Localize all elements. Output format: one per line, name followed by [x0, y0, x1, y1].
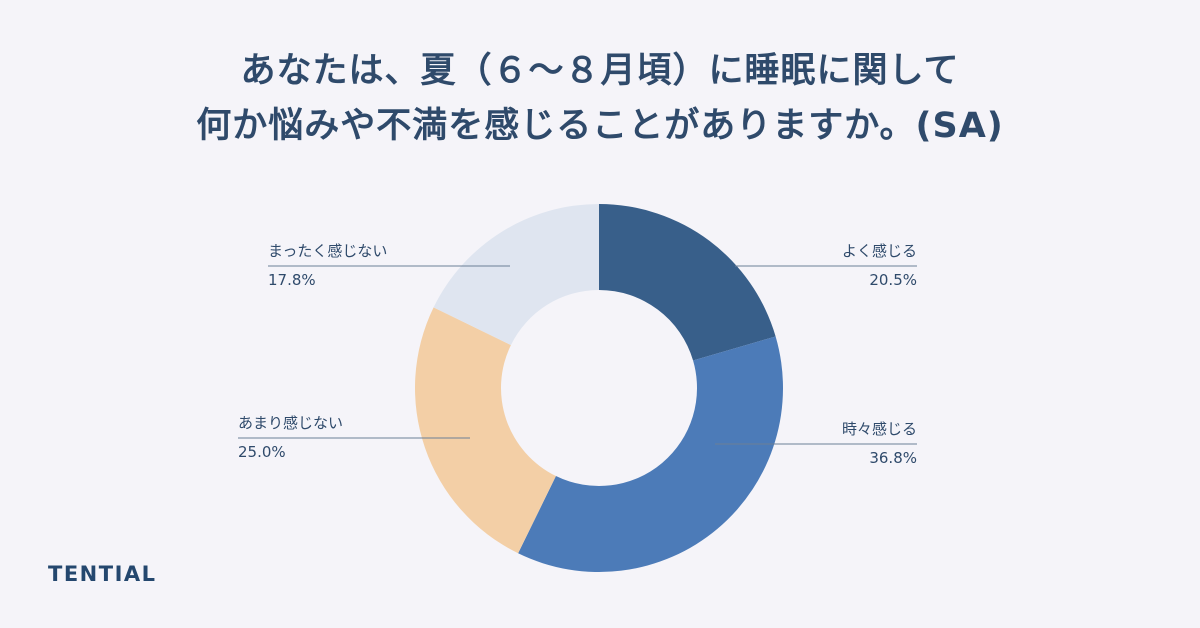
slice-value-3: 25.0%: [238, 443, 286, 461]
chart-title-line-1: あなたは、夏（６～８月頃）に睡眠に関して: [240, 51, 960, 91]
tential-logo: TENTIAL: [48, 562, 157, 586]
slice-value-4: 17.8%: [268, 271, 316, 289]
slice-value-2: 36.8%: [869, 449, 917, 467]
donut-slice-2: [518, 336, 783, 572]
slice-label-4: まったく感じない: [268, 242, 387, 260]
slice-value-1: 20.5%: [869, 271, 917, 289]
donut-slice-1: [599, 204, 776, 361]
donut-slice-4: [433, 203, 599, 346]
chart-title: あなたは、夏（６～８月頃）に睡眠に関して 何か悩みや不満を感じることがありますか…: [0, 44, 1200, 154]
slice-label-1: よく感じる: [842, 242, 917, 260]
slice-label-2: 時々感じる: [842, 420, 917, 438]
chart-title-line-2: 何か悩みや不満を感じることがありますか。(SA): [196, 106, 1004, 146]
donut-slice-3: [415, 307, 556, 554]
slice-label-3: あまり感じない: [238, 414, 343, 432]
